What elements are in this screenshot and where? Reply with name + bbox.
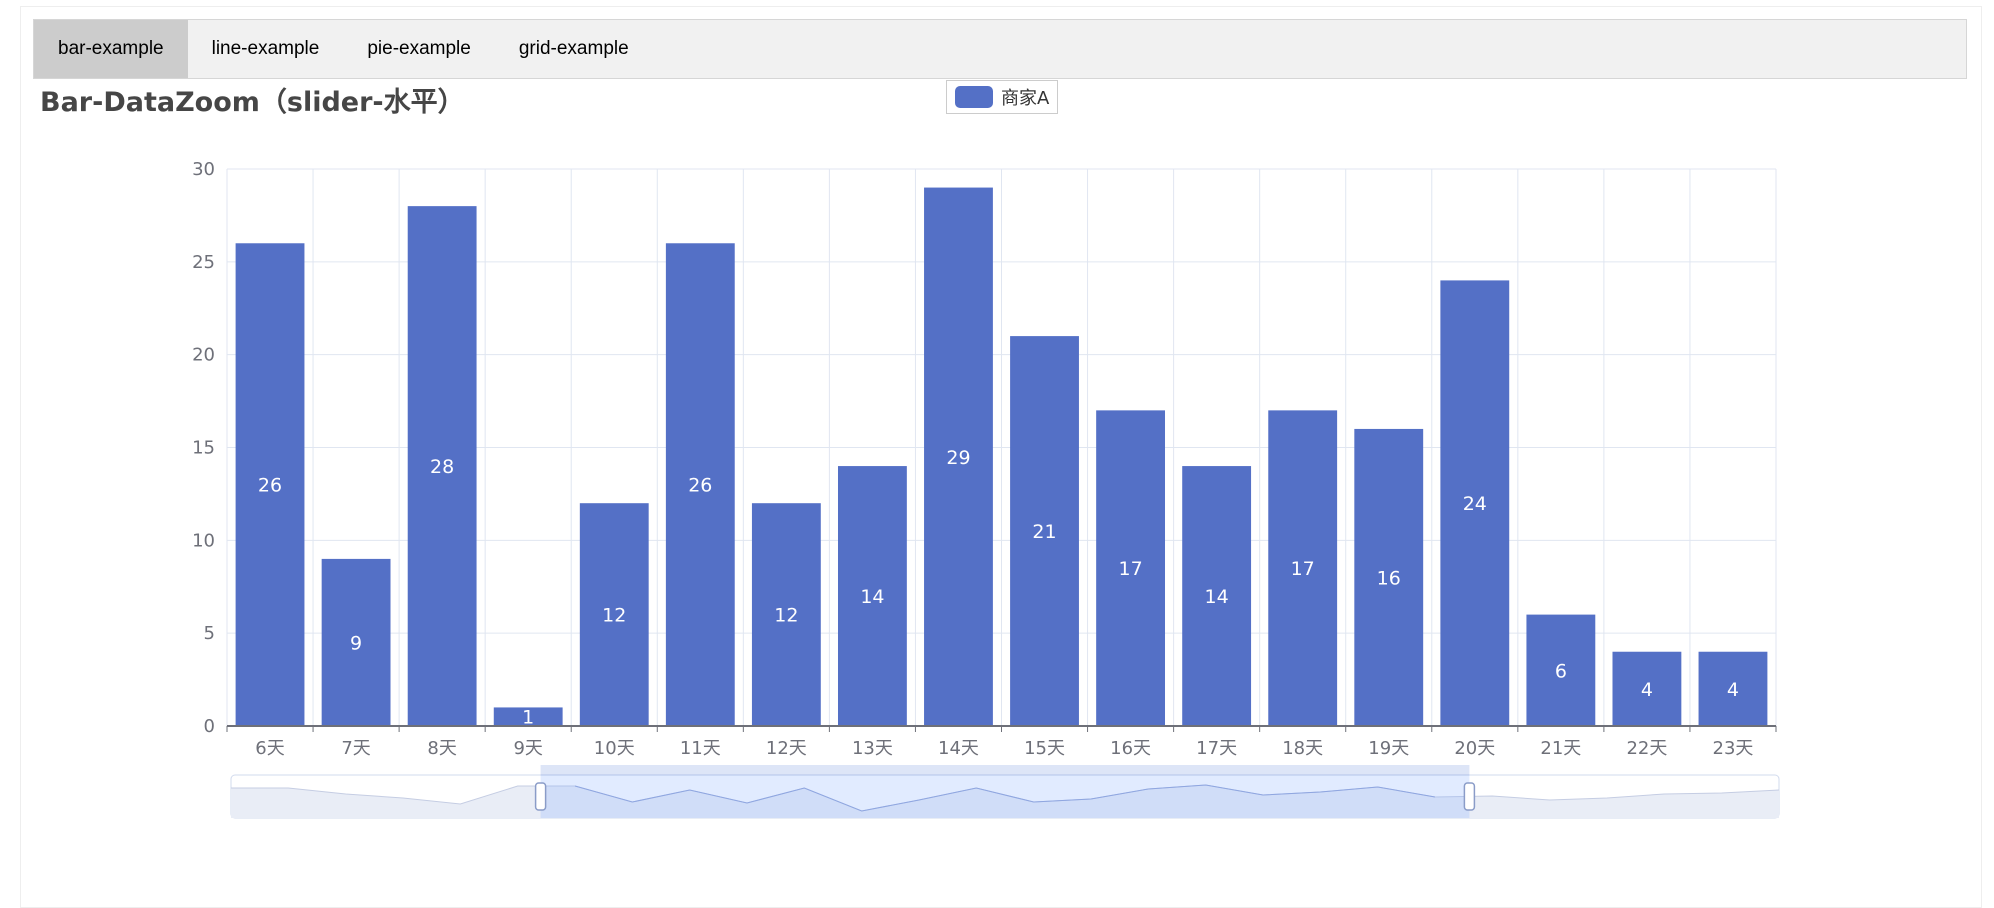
bar <box>751 503 821 726</box>
bar-value-label: 6 <box>1555 660 1567 682</box>
x-tick-label: 11天 <box>680 738 721 759</box>
x-tick-label: 13天 <box>852 738 893 759</box>
x-tick-label: 19天 <box>1368 738 1409 759</box>
x-tick-label: 22天 <box>1626 738 1667 759</box>
tab-line-example[interactable]: line-example <box>211 38 320 59</box>
x-tick-label: 15天 <box>1024 738 1065 759</box>
y-tick-label: 0 <box>204 716 215 737</box>
datazoom-window <box>540 775 1470 818</box>
bar-value-label: 17 <box>1118 558 1142 580</box>
chart-title: Bar-DataZoom（slider-水平） <box>40 87 465 118</box>
y-tick-label: 25 <box>192 252 215 273</box>
bar <box>837 466 907 726</box>
bar-value-label: 21 <box>1032 521 1056 543</box>
bar <box>407 206 477 727</box>
bar <box>493 707 563 726</box>
x-tick-label: 20天 <box>1454 738 1495 759</box>
bar-value-label: 4 <box>1727 679 1739 701</box>
bar-value-label: 29 <box>946 447 970 469</box>
x-tick-label: 16天 <box>1110 738 1151 759</box>
bar-value-label: 17 <box>1291 558 1315 580</box>
bar <box>579 503 649 726</box>
datazoom-slider[interactable] <box>230 765 1780 819</box>
bar <box>321 558 391 726</box>
bar-value-label: 26 <box>688 475 712 497</box>
y-tick-label: 30 <box>192 159 215 180</box>
x-tick-label: 17天 <box>1196 738 1237 759</box>
legend-swatch <box>955 86 993 108</box>
bar <box>924 187 993 727</box>
bar <box>1698 651 1768 726</box>
datazoom-move-bar <box>540 765 1470 775</box>
bar-value-label: 4 <box>1641 679 1653 701</box>
bar-value-label: 16 <box>1377 567 1401 589</box>
y-tick-label: 15 <box>192 438 215 459</box>
bar <box>1182 466 1252 726</box>
bar-value-label: 14 <box>860 586 884 608</box>
y-tick-label: 10 <box>192 530 215 551</box>
bar-value-label: 26 <box>258 475 282 497</box>
bar <box>665 243 735 726</box>
bar <box>1010 336 1079 726</box>
x-tick-label: 14天 <box>938 738 979 759</box>
x-tick-label: 8天 <box>427 738 456 759</box>
bar-value-label: 12 <box>602 605 626 627</box>
y-tick-label: 5 <box>204 623 215 644</box>
bar <box>1268 410 1338 726</box>
legend[interactable]: 商家A <box>946 80 1059 114</box>
bar <box>1096 410 1166 726</box>
tab-grid-example[interactable]: grid-example <box>518 38 629 59</box>
x-tick-label: 6天 <box>255 738 284 759</box>
tab-bar: bar-example line-example pie-example gri… <box>33 19 1967 79</box>
x-tick-label: 10天 <box>594 738 635 759</box>
datazoom-start-handle[interactable] <box>534 782 547 811</box>
datazoom-end-handle[interactable] <box>1463 782 1476 811</box>
bar <box>1440 280 1510 726</box>
bar-value-label: 24 <box>1463 493 1487 515</box>
x-tick-label: 18天 <box>1282 738 1323 759</box>
x-tick-label: 21天 <box>1540 738 1581 759</box>
bar-value-label: 1 <box>522 707 534 729</box>
x-tick-label: 7天 <box>341 738 370 759</box>
bar-value-label: 12 <box>774 605 798 627</box>
bar <box>1526 614 1596 726</box>
y-tick-label: 20 <box>192 345 215 366</box>
datazoom-preview-area <box>231 785 1779 818</box>
bar-value-label: 28 <box>430 456 454 478</box>
legend-label: 商家A <box>1001 88 1050 109</box>
bar-value-label: 9 <box>350 632 362 654</box>
tab-pie-example[interactable]: pie-example <box>367 38 471 59</box>
datazoom-window-line <box>574 784 1436 812</box>
x-tick-label: 12天 <box>766 738 807 759</box>
bar-value-label: 14 <box>1205 586 1229 608</box>
bar <box>1612 651 1682 726</box>
bar <box>235 243 305 726</box>
x-tick-label: 9天 <box>513 738 542 759</box>
bar <box>1354 428 1424 726</box>
tab-bar-example[interactable]: bar-example <box>34 20 188 78</box>
x-tick-label: 23天 <box>1713 738 1754 759</box>
